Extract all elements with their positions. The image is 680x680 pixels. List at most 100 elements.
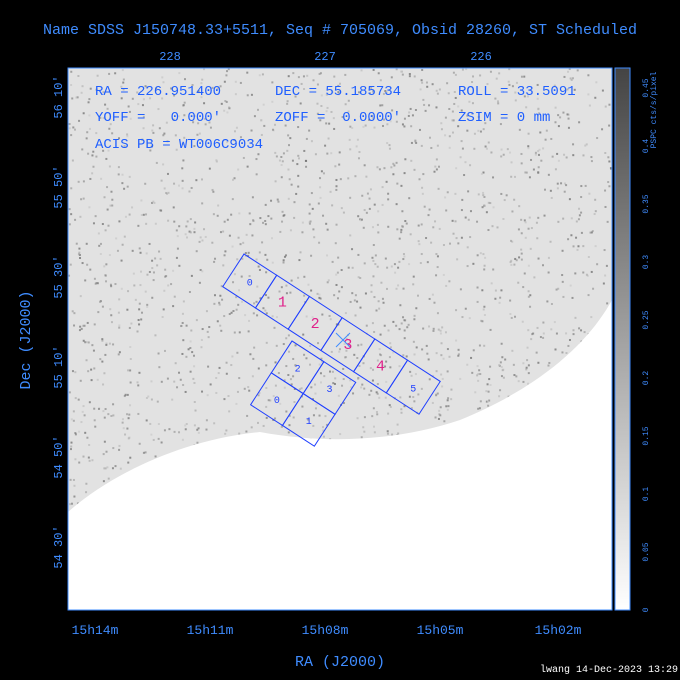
noise-dot <box>226 141 229 144</box>
noise-dot <box>256 285 259 288</box>
noise-dot <box>118 351 121 354</box>
noise-dot <box>201 270 204 273</box>
noise-dot <box>128 213 131 216</box>
noise-dot <box>141 104 144 107</box>
noise-dot <box>478 344 481 347</box>
noise-dot <box>594 198 597 201</box>
noise-dot <box>338 350 341 353</box>
noise-dot <box>383 324 386 327</box>
noise-dot <box>178 225 181 228</box>
noise-dot <box>248 212 251 215</box>
noise-dot <box>88 443 91 446</box>
noise-dot <box>109 308 112 311</box>
noise-dot <box>296 163 299 166</box>
noise-dot <box>140 214 143 217</box>
noise-dot <box>288 424 291 427</box>
noise-dot <box>376 392 379 395</box>
noise-dot <box>588 192 591 195</box>
noise-dot <box>204 123 207 126</box>
noise-dot <box>148 270 151 273</box>
noise-dot <box>408 111 411 114</box>
noise-dot <box>111 132 114 135</box>
noise-dot <box>314 153 317 156</box>
noise-dot <box>112 447 115 450</box>
noise-dot <box>246 165 249 168</box>
noise-dot <box>517 380 520 383</box>
noise-dot <box>339 433 342 436</box>
noise-dot <box>304 159 307 162</box>
noise-dot <box>285 365 288 368</box>
noise-dot <box>527 290 530 293</box>
noise-dot <box>122 81 125 84</box>
noise-dot <box>252 219 255 222</box>
noise-dot <box>82 180 85 183</box>
noise-dot <box>241 300 244 303</box>
noise-dot <box>235 402 238 405</box>
noise-dot <box>502 376 505 379</box>
noise-dot <box>145 419 148 422</box>
noise-dot <box>317 342 320 345</box>
noise-dot <box>211 241 214 244</box>
noise-dot <box>97 407 100 410</box>
noise-dot <box>525 171 528 174</box>
noise-dot <box>95 132 98 135</box>
noise-dot <box>152 124 155 127</box>
noise-dot <box>469 210 472 213</box>
noise-dot <box>72 419 75 422</box>
bottom-tick-label: 15h14m <box>72 623 119 638</box>
noise-dot <box>319 119 322 122</box>
noise-dot <box>193 400 196 403</box>
noise-dot <box>129 369 132 372</box>
noise-dot <box>165 191 168 194</box>
noise-dot <box>262 103 265 106</box>
noise-dot <box>396 228 399 231</box>
noise-dot <box>356 356 359 359</box>
noise-dot <box>70 83 73 86</box>
noise-dot <box>515 81 518 84</box>
noise-dot <box>218 303 221 306</box>
noise-dot <box>160 179 163 182</box>
noise-dot <box>535 351 538 354</box>
noise-dot <box>477 407 480 410</box>
noise-dot <box>128 110 131 113</box>
noise-dot <box>285 337 288 340</box>
noise-dot <box>277 200 280 203</box>
noise-dot <box>373 203 376 206</box>
noise-dot <box>70 187 73 190</box>
noise-dot <box>497 102 500 105</box>
noise-dot <box>262 424 265 427</box>
noise-dot <box>483 204 486 207</box>
noise-dot <box>610 167 612 170</box>
noise-dot <box>478 369 481 372</box>
noise-dot <box>181 187 184 190</box>
noise-dot <box>142 98 145 101</box>
noise-dot <box>207 365 210 368</box>
noise-dot <box>420 253 423 256</box>
noise-dot <box>453 90 456 93</box>
noise-dot <box>232 281 235 284</box>
noise-dot <box>440 122 443 125</box>
noise-dot <box>318 241 321 244</box>
noise-dot <box>477 193 480 196</box>
colorbar-tick-label: 0.3 <box>642 255 651 270</box>
noise-dot <box>205 419 208 422</box>
noise-dot <box>337 93 340 96</box>
noise-dot <box>328 314 331 317</box>
noise-dot <box>283 379 286 382</box>
info-text: DEC = 55.185734 <box>275 84 401 100</box>
noise-dot <box>565 352 568 355</box>
chip-label: 0 <box>274 396 280 407</box>
noise-dot <box>401 123 404 126</box>
noise-dot <box>527 132 530 135</box>
noise-dot <box>366 192 369 195</box>
noise-dot <box>345 349 348 352</box>
chip-label: 5 <box>410 385 416 396</box>
noise-dot <box>409 107 412 110</box>
noise-dot <box>496 226 499 229</box>
noise-dot <box>270 199 273 202</box>
noise-dot <box>87 456 90 459</box>
noise-dot <box>73 495 76 498</box>
noise-dot <box>156 400 159 403</box>
noise-dot <box>376 383 379 386</box>
noise-dot <box>439 406 442 409</box>
